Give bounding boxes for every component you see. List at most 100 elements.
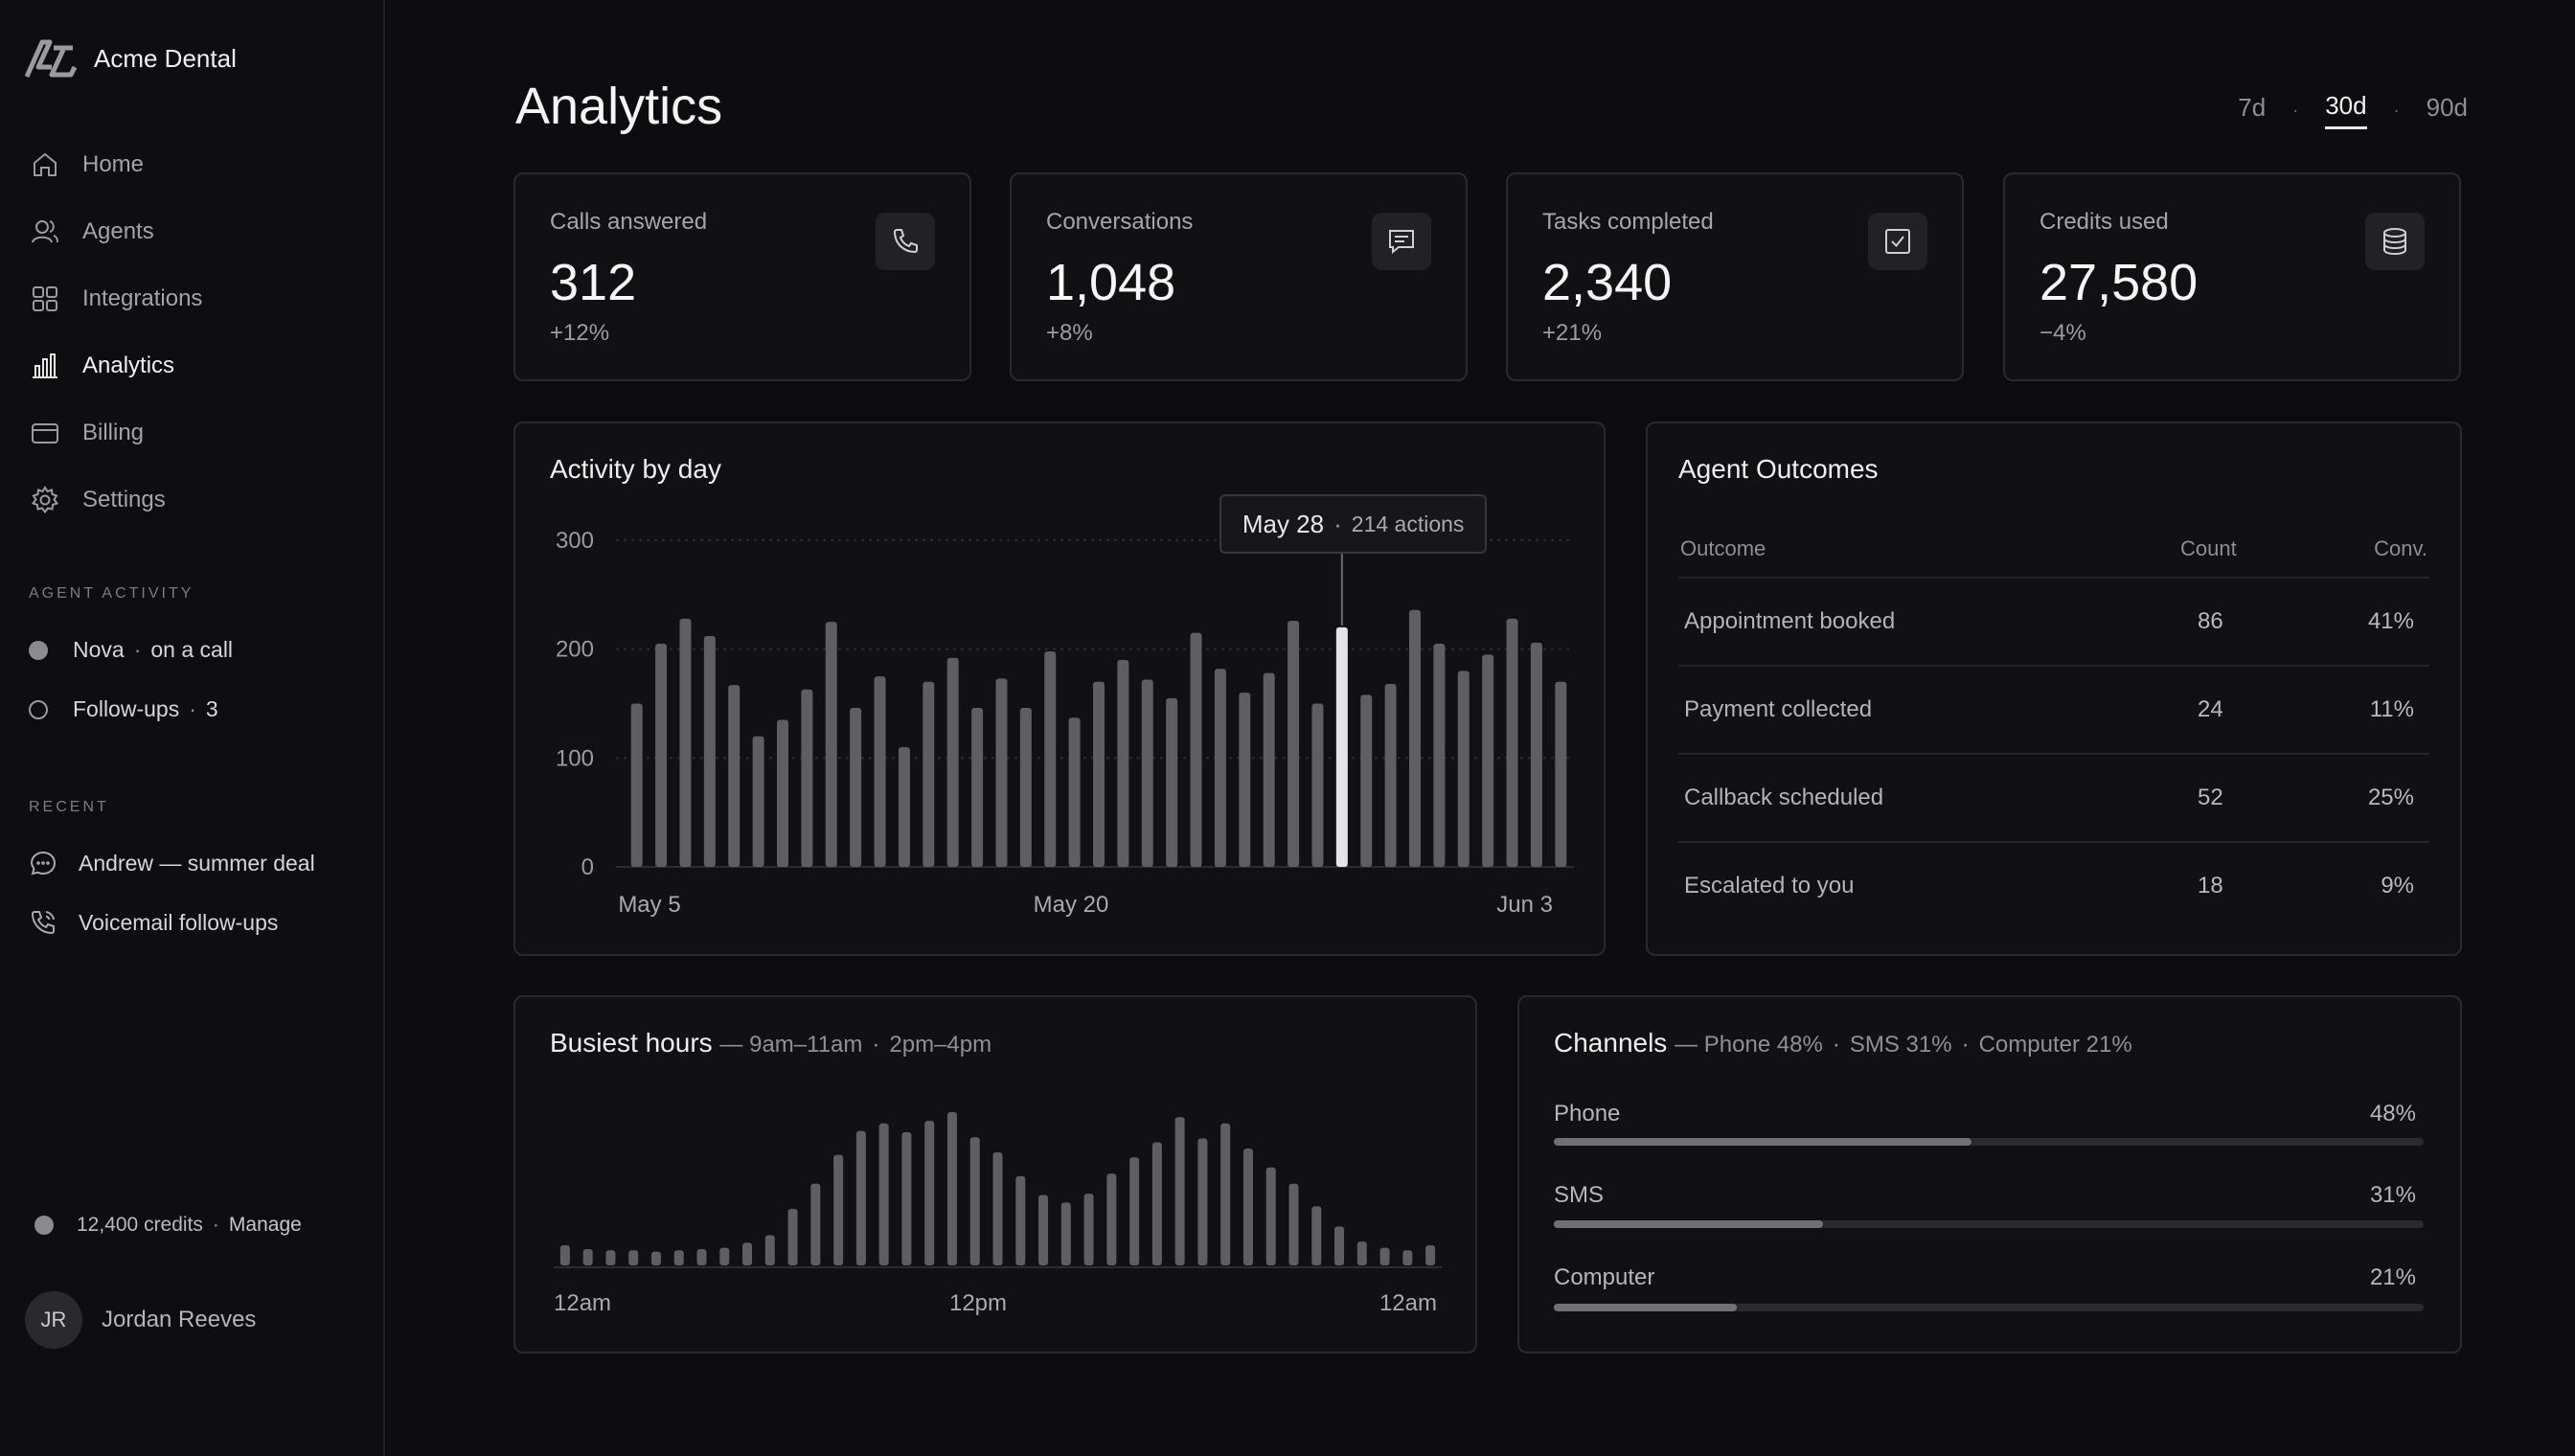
channel-label-sms: SMS <box>1554 1182 1605 1208</box>
agent-activity-text: Follow-ups · 3 <box>73 696 218 722</box>
channel-pct-sms: 31% <box>2369 1182 2416 1208</box>
range-option-30d[interactable]: 30d <box>2325 91 2367 129</box>
kpi-label: Conversations <box>1046 209 1194 235</box>
bar <box>1242 1149 1253 1265</box>
column-header-conv[interactable]: Conv. <box>2374 536 2427 560</box>
kpi-card-credits[interactable]: Credits used 27,580 −4% <box>2003 172 2461 381</box>
bar <box>1166 697 1178 867</box>
bar <box>605 1250 616 1265</box>
activity-chart-card: Activity by day 0 100 200 300 May 5 May 20 Jun… <box>513 421 1606 956</box>
kpi-label: Calls answered <box>550 209 708 235</box>
table-divider <box>1678 665 2429 667</box>
bar <box>1106 1173 1117 1265</box>
outcome-count: 52 <box>2198 785 2223 810</box>
channels-title: Channels <box>1554 1028 1668 1058</box>
y-tick-label: 300 <box>556 528 594 554</box>
brand[interactable]: Acme Dental <box>25 38 237 79</box>
bar <box>777 719 788 867</box>
nav-item-integrations[interactable]: Integrations <box>27 265 372 332</box>
agent-activity-item[interactable]: Follow-ups · 3 <box>29 696 218 722</box>
nav-item-settings[interactable]: Settings <box>27 466 372 534</box>
busiest-hours-subtitle: — 9am–11am · 2pm–4pm <box>719 1032 992 1058</box>
bar <box>1457 671 1470 867</box>
bar <box>946 1112 957 1265</box>
agent-name: Nova <box>73 637 125 662</box>
agent-status: 3 <box>205 696 218 721</box>
table-divider <box>1678 753 2429 755</box>
outcome-count: 86 <box>2198 608 2223 634</box>
bar-chart-icon <box>27 348 63 384</box>
bar <box>946 657 959 867</box>
bar <box>582 1248 593 1265</box>
bar <box>1530 642 1542 867</box>
channel-bar-sms <box>1554 1220 2424 1228</box>
bar <box>1239 693 1251 867</box>
bar <box>971 708 984 867</box>
user-profile[interactable]: JR Jordan Reeves <box>25 1291 256 1349</box>
bar <box>1117 660 1129 867</box>
bar <box>1506 618 1518 867</box>
bar <box>719 1247 730 1265</box>
main-nav: Home Agents Integrations Analytics Billi… <box>27 131 372 534</box>
tooltip-value: 214 actions <box>1351 511 1465 536</box>
outcome-conv: 9% <box>2381 873 2414 899</box>
credits-dot <box>34 1216 54 1235</box>
nav-item-label: Home <box>82 151 145 177</box>
bar <box>1425 1245 1436 1265</box>
range-option-90d[interactable]: 90d <box>2426 92 2468 122</box>
nav-item-label: Settings <box>82 487 166 512</box>
bar <box>1409 609 1421 867</box>
manage-credits-link[interactable]: Manage <box>228 1214 302 1236</box>
channel-bar-fill <box>1554 1220 1824 1228</box>
phone-icon <box>876 213 935 270</box>
sidebar: Acme Dental Home Agents Integrations Ana… <box>0 0 385 1456</box>
bar <box>1356 1241 1367 1265</box>
kpi-card-tasks[interactable]: Tasks completed 2,340 +21% <box>1506 172 1964 381</box>
bar <box>1190 632 1202 867</box>
bar <box>1141 679 1153 867</box>
bar <box>833 1154 844 1265</box>
bar <box>1174 1117 1185 1265</box>
kpi-card-calls[interactable]: Calls answered 312 +12% <box>513 172 971 381</box>
x-tick-label: 12am <box>1379 1290 1437 1316</box>
busiest-range-morning: 9am–11am <box>749 1032 863 1058</box>
kpi-card-conversations[interactable]: Conversations 1,048 +8% <box>1010 172 1468 381</box>
nav-item-home[interactable]: Home <box>27 131 372 198</box>
bar <box>679 618 692 867</box>
x-tick-label: 12pm <box>949 1290 1007 1316</box>
nav-item-agents[interactable]: Agents <box>27 198 372 265</box>
separator-dot: · <box>1832 1032 1840 1058</box>
column-header-count[interactable]: Count <box>2180 536 2237 560</box>
bar <box>1015 1175 1026 1265</box>
channel-bar-computer <box>1554 1304 2424 1311</box>
message-square-icon <box>1372 213 1431 270</box>
x-tick-label: May 20 <box>1034 892 1109 918</box>
bar <box>696 1248 707 1265</box>
bar <box>1263 672 1275 867</box>
recent-item[interactable]: Voicemail follow-ups <box>29 908 278 937</box>
bar <box>764 1235 775 1265</box>
agent-activity-item[interactable]: Nova · on a call <box>29 637 233 663</box>
nav-item-analytics[interactable]: Analytics <box>27 332 372 399</box>
channel-summary-computer: Computer 21% <box>1978 1032 2132 1058</box>
bar <box>1402 1250 1413 1265</box>
range-option-7d[interactable]: 7d <box>2238 92 2267 122</box>
bar <box>1083 1194 1094 1265</box>
bar <box>650 1251 661 1265</box>
channel-bar-phone <box>1554 1138 2424 1146</box>
column-header-outcome[interactable]: Outcome <box>1680 536 1766 560</box>
outcome-name: Payment collected <box>1684 696 1873 722</box>
credit-card-icon <box>27 415 63 451</box>
agent-outcomes-card: Agent Outcomes Outcome Count Conv. Appoi… <box>1646 421 2462 956</box>
recent-item[interactable]: Andrew — summer deal <box>29 849 315 877</box>
kpi-delta: +8% <box>1046 320 1093 346</box>
tooltip-date: May 28 <box>1242 509 1325 538</box>
check-square-icon <box>1868 213 1927 270</box>
table-divider <box>1678 577 2429 579</box>
separator-dot: · <box>1333 509 1342 538</box>
bar <box>1379 1247 1390 1265</box>
kpi-value: 312 <box>550 254 637 311</box>
separator-dot: · <box>2393 100 2400 120</box>
nav-item-billing[interactable]: Billing <box>27 399 372 466</box>
outcome-conv: 11% <box>2369 696 2414 722</box>
